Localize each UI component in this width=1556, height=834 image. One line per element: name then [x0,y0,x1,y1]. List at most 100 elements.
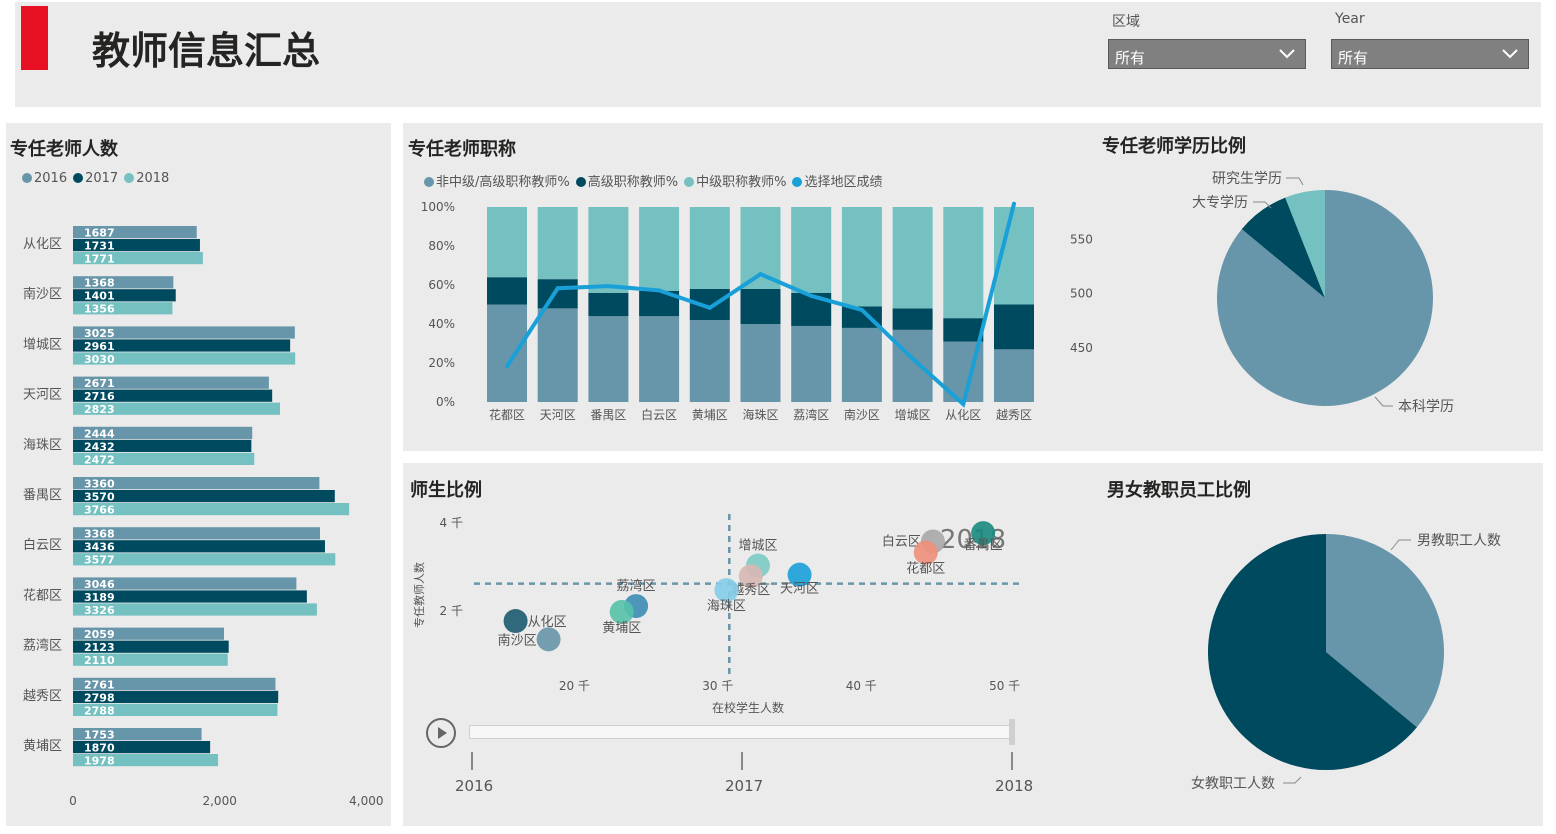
score-point [809,293,814,298]
bar-非中级/高级职称教师% [689,320,730,402]
bar-2016 [73,477,320,490]
play-button[interactable] [426,718,456,748]
timeline-tick-2016 [471,752,473,770]
legend-item-2016[interactable]: 2016 [22,171,67,186]
scatter-point-海珠区 [714,578,739,603]
bar-非中级/高级职称教师% [994,349,1034,402]
x-axis-title: 在校学生人数 [712,700,784,715]
titles-title: 专任老师职称 [408,139,516,160]
filter-year-dropdown[interactable]: 所有 [1331,39,1529,69]
bar-value-label: 1401 [84,290,115,303]
x-tick-label: 40 千 [846,679,877,693]
category-label: 天河区 [540,408,576,422]
y-tick-label: 0% [436,395,455,409]
bar-value-label: 3326 [84,604,115,617]
y-tick-label: 100% [421,200,455,214]
scatter-point-南沙区 [536,627,561,652]
bar-2017 [73,640,229,653]
leader-line [1286,177,1304,186]
bar-2017 [73,439,252,452]
pie-slice-0 [1326,534,1444,728]
timeline-handle[interactable] [1009,719,1015,745]
timeline-label-2017[interactable]: 2017 [725,777,764,795]
bar-value-label: 2432 [84,440,115,453]
education-pie-chart: 本科学历 大专学历 研究生学历 [1192,171,1454,415]
bar-2016 [73,677,276,690]
bar-非中级/高级职称教师% [892,329,933,402]
bar-非中级/高级职称教师% [740,324,781,402]
bar-中级职称教师% [588,207,629,293]
y-tick-label: 4 千 [440,516,463,530]
timeline-label-2016[interactable]: 2016 [455,777,494,795]
bar-value-label: 2444 [84,427,115,440]
category-label: 番禺区 [23,488,62,503]
bar-value-label: 1356 [84,303,115,316]
bar-高级职称教师% [487,277,527,305]
scatter-point-越秀区 [738,564,763,589]
bar-2016 [73,226,197,239]
bar-中级职称教师% [841,207,882,307]
scatter-point-天河区 [787,562,812,587]
bar-value-label: 1870 [84,742,115,755]
bar-中级职称教师% [740,207,781,289]
bar-value-label: 3046 [84,578,115,591]
bar-value-label: 2788 [84,704,115,717]
bar-2017 [73,389,273,402]
scatter-label: 增城区 [738,539,777,554]
timeline-label-2018[interactable]: 2018 [995,777,1034,795]
bar-value-label: 3368 [84,528,115,541]
bar-中级职称教师% [487,207,527,278]
bar-value-label: 1687 [84,227,115,240]
bar-高级职称教师% [892,308,933,330]
bar-value-label: 3030 [84,353,115,366]
bar-2018 [73,452,255,465]
legend-item-other[interactable]: 非中级/高级职称教师% [424,171,570,190]
y-tick-label: 60% [428,278,455,292]
category-label: 从化区 [23,237,62,252]
bar-非中级/高级职称教师% [487,304,527,402]
filter-region-label: 区域 [1112,14,1140,30]
chevron-down-icon [1502,49,1518,59]
bar-中级职称教师% [689,207,730,289]
bar-2017 [73,289,176,302]
bar-2018 [73,302,173,315]
score-point [707,305,712,310]
filter-region-dropdown[interactable]: 所有 [1108,39,1306,69]
score-point [1012,201,1016,206]
x-tick-label: 20 千 [559,679,590,693]
x-tick-label: 4,000 [349,794,383,808]
bar-2016 [73,276,174,289]
bar-高级职称教师% [841,306,882,328]
scatter-point-花都区 [913,540,938,565]
bar-value-label: 2472 [84,453,115,466]
bar-高级职称教师% [994,304,1034,350]
bar-value-label: 1978 [84,755,115,768]
category-label: 南沙区 [23,286,62,302]
bar-2018 [73,553,336,566]
scatter-label: 越秀区 [731,583,770,598]
category-label: 黄埔区 [692,408,728,422]
category-label: 荔湾区 [23,638,62,654]
scatter-label: 花都区 [906,561,945,577]
timeline-track[interactable] [469,725,1012,739]
legend-item-senior[interactable]: 高级职称教师% [575,171,678,190]
bar-2017 [73,741,211,754]
category-label: 越秀区 [996,408,1032,422]
x-tick-label: 2,000 [202,794,236,808]
bar-2016 [73,728,202,741]
legend-item-2017[interactable]: 2017 [73,171,118,186]
pie-label: 大专学历 [1192,195,1248,211]
bar-2018 [73,503,350,516]
category-label: 天河区 [23,388,62,403]
bar-2017 [73,239,200,252]
teachers-title: 专任老师人数 [10,139,118,160]
bar-非中级/高级职称教师% [841,327,882,402]
legend-item-score[interactable]: 选择地区成绩 [792,171,882,190]
legend-item-intermediate[interactable]: 中级职称教师% [684,171,786,190]
scatter-label: 南沙区 [498,632,537,648]
category-label: 海珠区 [742,407,778,422]
legend-item-2018[interactable]: 2018 [124,171,169,186]
bar-非中级/高级职称教师% [791,325,832,402]
